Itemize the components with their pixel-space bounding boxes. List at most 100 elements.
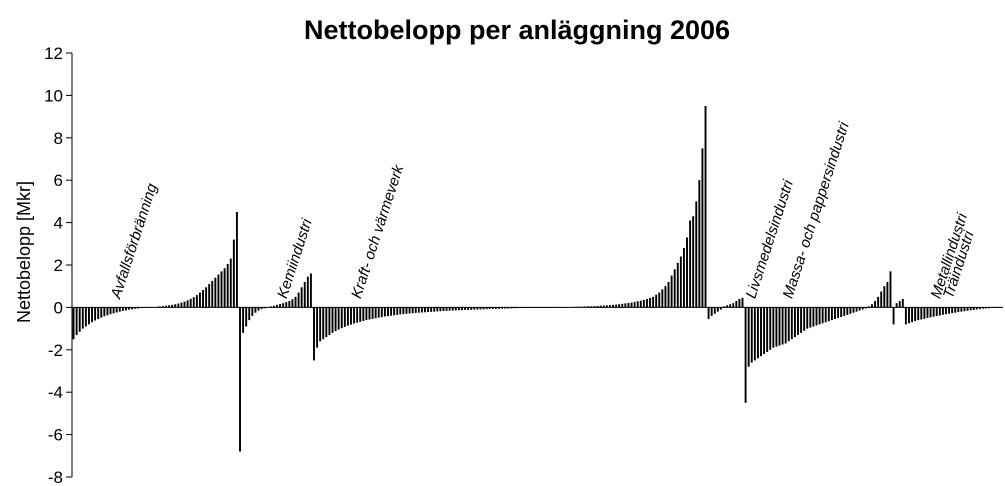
- bar: [408, 307, 411, 314]
- bar: [701, 148, 704, 308]
- bar: [383, 307, 386, 317]
- bar: [834, 307, 836, 320]
- bar: [334, 307, 337, 332]
- bar: [960, 307, 963, 312]
- bar: [898, 301, 901, 308]
- bar: [596, 305, 599, 308]
- bar: [689, 220, 692, 308]
- bar: [242, 307, 245, 333]
- bar: [707, 307, 710, 320]
- bar: [451, 307, 454, 311]
- bar: [889, 271, 892, 308]
- bar: [276, 304, 278, 308]
- bar: [790, 307, 793, 340]
- bar: [137, 307, 140, 309]
- bar: [482, 307, 485, 310]
- bars-group: [72, 106, 1003, 452]
- bar: [858, 307, 861, 311]
- y-tick-label: 6: [54, 171, 63, 190]
- bar: [356, 307, 359, 323]
- bar: [726, 305, 729, 308]
- bar: [374, 307, 377, 319]
- bar: [593, 306, 596, 308]
- bar: [294, 296, 297, 308]
- bar: [161, 306, 164, 308]
- bar: [874, 301, 877, 308]
- bar: [359, 307, 362, 322]
- bar: [630, 302, 633, 308]
- bar: [985, 307, 987, 309]
- bar: [787, 307, 790, 342]
- bar: [245, 307, 248, 327]
- bar: [461, 307, 463, 311]
- bar: [297, 292, 300, 308]
- bar: [590, 306, 593, 308]
- bar: [861, 307, 864, 310]
- bar: [186, 300, 189, 308]
- bar: [322, 307, 325, 340]
- bar: [174, 304, 177, 308]
- bar: [134, 307, 137, 309]
- bar: [226, 263, 229, 308]
- bar: [445, 307, 448, 311]
- bar: [337, 307, 340, 330]
- bar: [954, 307, 957, 313]
- bar: [94, 307, 97, 321]
- bar: [427, 307, 430, 313]
- bar: [914, 307, 917, 322]
- bar: [479, 307, 482, 310]
- bar: [886, 281, 889, 308]
- bar: [192, 297, 195, 308]
- bar: [932, 307, 935, 317]
- bar: [285, 302, 288, 308]
- bar: [618, 304, 621, 308]
- bar: [824, 307, 827, 323]
- bar: [106, 307, 109, 316]
- bar: [605, 305, 608, 308]
- bar: [803, 307, 806, 331]
- bar: [608, 305, 611, 308]
- bar: [362, 307, 365, 321]
- bar: [491, 307, 494, 309]
- bar: [877, 296, 880, 308]
- bar: [368, 307, 371, 320]
- bar: [686, 237, 688, 308]
- bar: [639, 300, 642, 308]
- bar: [424, 307, 426, 313]
- bar: [467, 307, 470, 310]
- bar: [904, 307, 907, 325]
- bar: [303, 281, 306, 308]
- bar: [624, 303, 627, 308]
- bar: [124, 307, 127, 311]
- bar: [72, 307, 75, 340]
- bar: [723, 306, 725, 308]
- y-tick-label: 0: [54, 298, 63, 317]
- bar: [741, 297, 744, 308]
- bar: [713, 307, 716, 314]
- bar: [195, 295, 198, 308]
- bar: [325, 307, 328, 338]
- bar: [328, 307, 331, 335]
- bar: [633, 301, 636, 308]
- bar: [883, 286, 886, 308]
- bar: [464, 307, 467, 310]
- bar: [892, 307, 895, 325]
- sector-labels: Avfallsförbränning Kemiindustri Kraft- och…: [107, 120, 978, 302]
- bar: [982, 307, 984, 309]
- bar: [121, 307, 124, 311]
- bar: [963, 307, 966, 312]
- bar: [316, 307, 319, 348]
- bar: [377, 307, 380, 318]
- bar: [843, 307, 846, 316]
- bar: [664, 286, 667, 308]
- bar: [719, 307, 722, 310]
- bar: [202, 290, 204, 308]
- bar: [840, 307, 843, 317]
- bar: [821, 307, 824, 324]
- bar: [760, 307, 762, 357]
- bar: [948, 307, 951, 314]
- bar: [682, 248, 685, 308]
- sector-label: Kemiindustri: [274, 216, 316, 300]
- y-tick-label: 4: [54, 214, 63, 233]
- bar: [405, 307, 408, 314]
